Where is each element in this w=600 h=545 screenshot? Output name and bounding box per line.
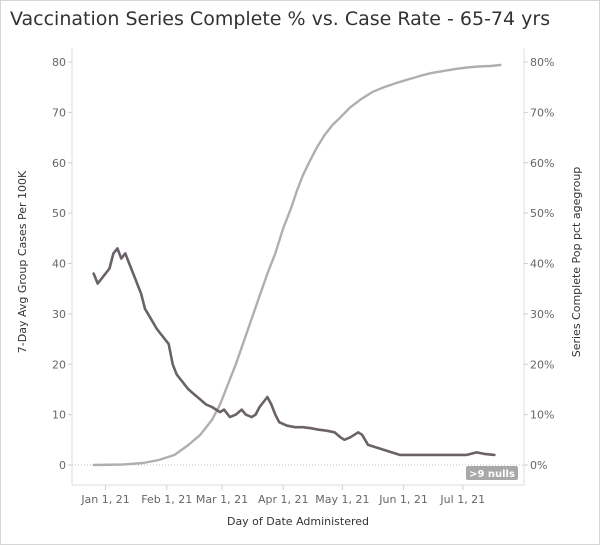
right-tick-label: 30%: [530, 308, 554, 321]
x-tick-label: Jun 1, 21: [378, 493, 428, 506]
left-axis-title: 7-Day Avg Group Cases Per 100K: [16, 170, 29, 353]
x-tick-label: May 1, 21: [315, 493, 369, 506]
right-tick-label: 80%: [530, 56, 554, 69]
left-axis: 0 10 20 30 40 50 60 70 80: [52, 56, 72, 472]
x-tick-label: Jul 1, 21: [439, 493, 485, 506]
series-layer: [92, 63, 502, 467]
left-tick-label: 20: [52, 358, 66, 371]
x-tick-label: Feb 1, 21: [141, 493, 192, 506]
right-tick-label: 40%: [530, 258, 554, 271]
x-tick-label: Apr 1, 21: [258, 493, 309, 506]
left-tick-label: 0: [59, 459, 66, 472]
right-tick-label: 20%: [530, 358, 554, 371]
left-tick-label: 10: [52, 409, 66, 422]
left-tick-label: 50: [52, 207, 66, 220]
left-tick-label: 70: [52, 106, 66, 119]
null-indicator-label: >9 nulls: [469, 469, 515, 480]
left-tick-label: 40: [52, 258, 66, 271]
left-tick-label: 60: [52, 157, 66, 170]
chart-title: Vaccination Series Complete % vs. Case R…: [10, 8, 551, 30]
null-indicator-box: [466, 466, 518, 480]
x-axis: Jan 1, 21 Feb 1, 21 Mar 1, 21 Apr 1, 21 May …: [80, 485, 485, 506]
right-tick-label: 10%: [530, 409, 554, 422]
left-tick-label: 30: [52, 308, 66, 321]
case-rate-line: [92, 247, 496, 457]
x-tick-label: Jan 1, 21: [80, 493, 129, 506]
right-axis-title: Series Complete Pop pct agegroup: [570, 167, 583, 358]
right-tick-label: 50%: [530, 207, 554, 220]
x-axis-title: Day of Date Administered: [227, 515, 369, 528]
vaccination-line: [92, 63, 502, 467]
right-tick-label: 70%: [530, 106, 554, 119]
x-tick-label: Mar 1, 21: [196, 493, 248, 506]
right-tick-label: 0%: [530, 459, 547, 472]
null-indicator[interactable]: >9 nulls: [466, 466, 518, 480]
left-tick-label: 80: [52, 56, 66, 69]
right-axis: 0% 10% 20% 30% 40% 50% 60% 70% 80%: [524, 56, 554, 472]
right-tick-label: 60%: [530, 157, 554, 170]
